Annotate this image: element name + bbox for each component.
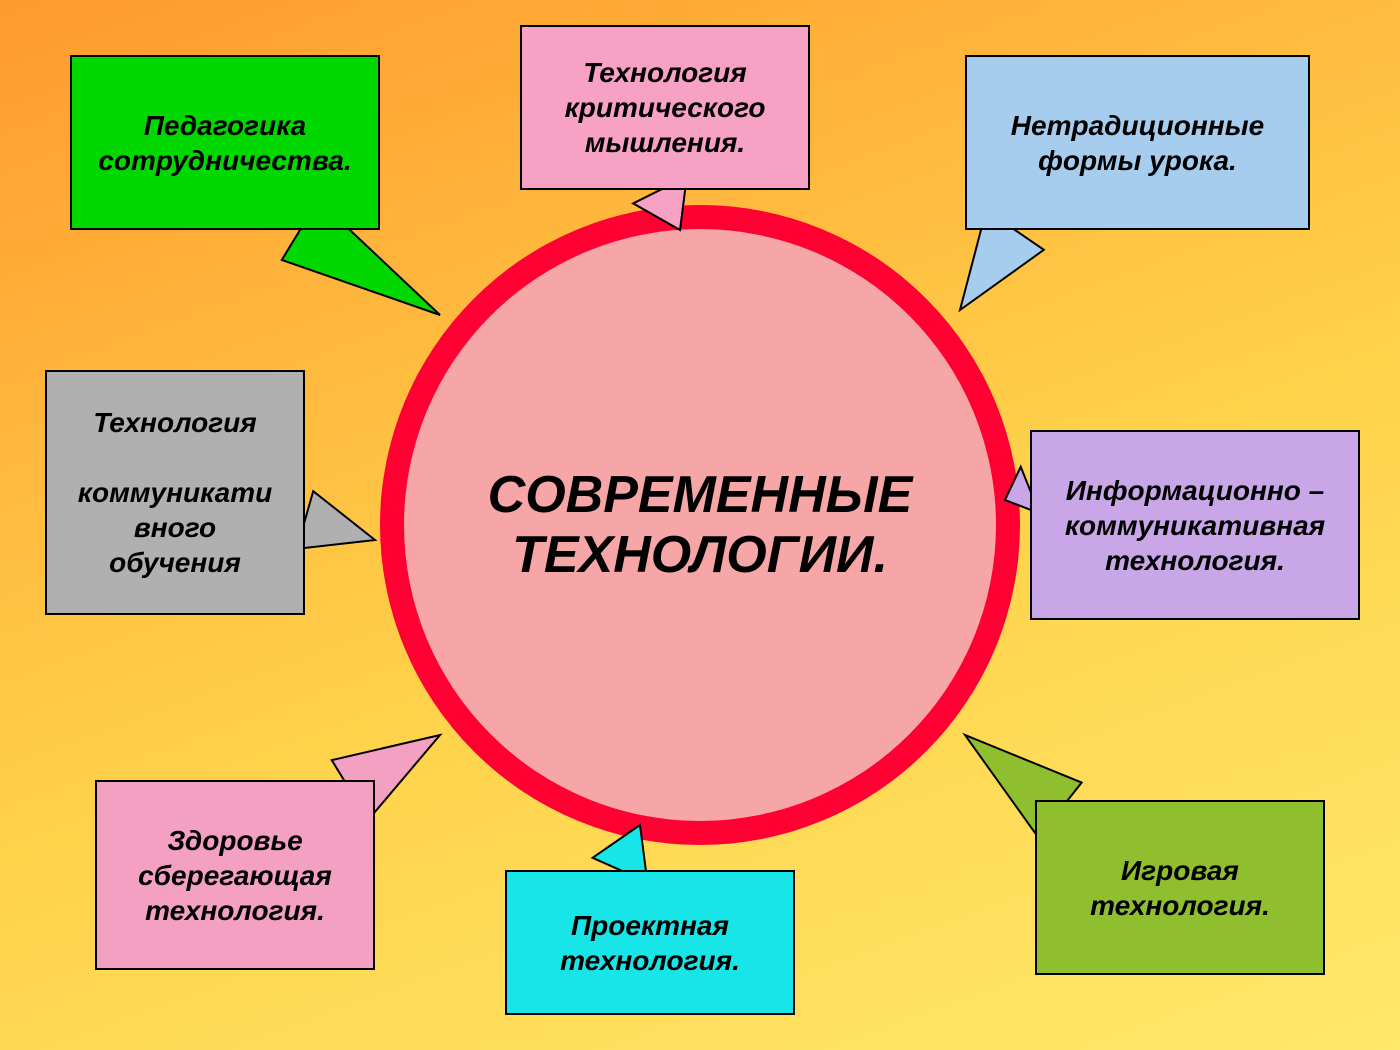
callout-health: Здоровье сберегающая технология.	[95, 780, 375, 970]
callout-text-gaming: Игровая технология.	[1090, 853, 1270, 923]
callout-text-project: Проектная технология.	[560, 908, 740, 978]
callout-gaming: Игровая технология.	[1035, 800, 1325, 975]
callout-pedagogy: Педагогика сотрудничества.	[70, 55, 380, 230]
callout-text-critical: Технология критического мышления.	[565, 55, 766, 160]
callout-project: Проектная технология.	[505, 870, 795, 1015]
callout-text-ict: Информационно – коммуникативная технолог…	[1065, 473, 1325, 578]
callout-tail-communicative-learning	[297, 491, 375, 549]
callout-nontraditional: Нетрадиционные формы урока.	[965, 55, 1310, 230]
callout-text-communicative-learning: Технология коммуникати вного обучения	[78, 405, 272, 580]
callout-text-health: Здоровье сберегающая технология.	[138, 823, 332, 928]
diagram-stage: СОВРЕМЕННЫЕ ТЕХНОЛОГИИ. Педагогика сотру…	[0, 0, 1400, 1050]
callout-communicative-learning: Технология коммуникати вного обучения	[45, 370, 305, 615]
callout-ict: Информационно – коммуникативная технолог…	[1030, 430, 1360, 620]
callout-text-nontraditional: Нетрадиционные формы урока.	[1011, 108, 1264, 178]
callout-text-pedagogy: Педагогика сотрудничества.	[98, 108, 351, 178]
callout-critical: Технология критического мышления.	[520, 25, 810, 190]
